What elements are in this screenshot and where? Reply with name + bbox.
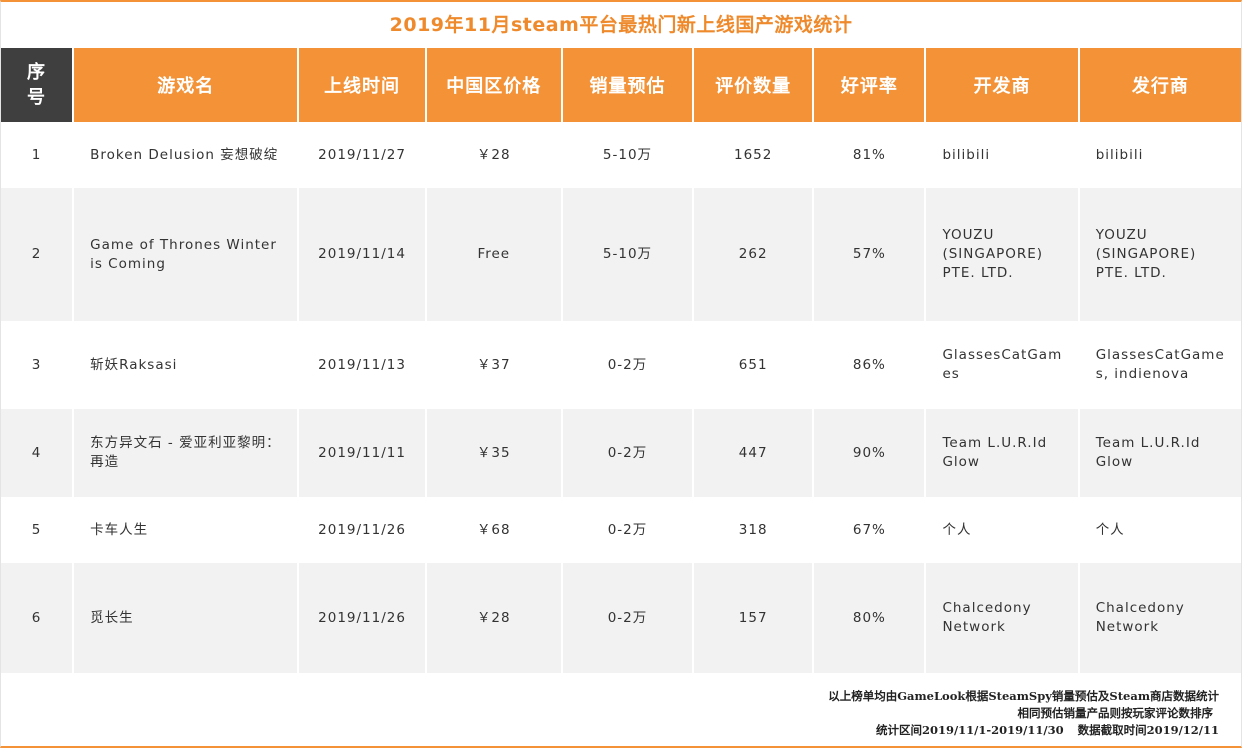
- cell-rank: 1: [1, 122, 73, 188]
- footer-period: 统计区间2019/11/1-2019/11/30: [875, 723, 1064, 737]
- column-header-name[interactable]: 游戏名: [74, 48, 298, 122]
- column-header-publisher[interactable]: 发行商: [1079, 48, 1241, 122]
- cell-price: ￥37: [426, 321, 561, 409]
- column-header-sales[interactable]: 销量预估: [562, 48, 693, 122]
- table-header-row: 序号 游戏名 上线时间 中国区价格 销量预估 评价数量 好评率 开发商 发行商: [1, 48, 1241, 122]
- cell-game-name: 卡车人生: [74, 497, 298, 563]
- table-row: 5 卡车人生 2019/11/26 ￥68 0-2万 318 67% 个人 个人: [1, 497, 1241, 563]
- column-header-reviews[interactable]: 评价数量: [694, 48, 813, 122]
- cell-developer: GlassesCatGames: [926, 321, 1078, 409]
- games-table: 序号 游戏名 上线时间 中国区价格 销量预估 评价数量 好评率 开发商 发行商 …: [0, 48, 1242, 673]
- cell-rating: 80%: [814, 563, 925, 673]
- cell-game-name: 斩妖Raksasi: [74, 321, 298, 409]
- page-title: 2019年11月steam平台最热门新上线国产游戏统计: [389, 14, 853, 36]
- cell-release-date: 2019/11/11: [299, 409, 425, 497]
- cell-sales-estimate: 0-2万: [562, 321, 693, 409]
- cell-review-count: 1652: [694, 122, 813, 188]
- cell-release-date: 2019/11/26: [299, 497, 425, 563]
- cell-sales-estimate: 0-2万: [562, 409, 693, 497]
- cell-price: ￥68: [426, 497, 561, 563]
- cell-sales-estimate: 0-2万: [562, 563, 693, 673]
- cell-publisher: 个人: [1079, 497, 1241, 563]
- cell-sales-estimate: 5-10万: [562, 122, 693, 188]
- cell-game-name: Broken Delusion 妄想破绽: [74, 122, 298, 188]
- cell-release-date: 2019/11/13: [299, 321, 425, 409]
- data-source-note: 以上榜单均由GameLook根据SteamSpy销量预估及Steam商店数据统计…: [828, 688, 1219, 739]
- cell-developer: Team L.U.R.Id Glow: [926, 409, 1078, 497]
- column-header-developer[interactable]: 开发商: [926, 48, 1078, 122]
- cell-sales-estimate: 0-2万: [562, 497, 693, 563]
- cell-publisher: YOUZU (SINGAPORE) PTE. LTD.: [1079, 188, 1241, 321]
- cell-rank: 6: [1, 563, 73, 673]
- cell-rating: 67%: [814, 497, 925, 563]
- cell-rank: 3: [1, 321, 73, 409]
- cell-price: ￥28: [426, 563, 561, 673]
- cell-rating: 86%: [814, 321, 925, 409]
- column-header-date[interactable]: 上线时间: [299, 48, 425, 122]
- table-row: 2 Game of Thrones Winter is Coming 2019/…: [1, 188, 1241, 321]
- footer-source-line: 以上榜单均由GameLook根据SteamSpy销量预估及Steam商店数据统计: [828, 689, 1219, 703]
- footer-sort-line: 相同预估销量产品则按玩家评论数排序: [1017, 706, 1214, 720]
- cell-release-date: 2019/11/26: [299, 563, 425, 673]
- cell-rating: 90%: [814, 409, 925, 497]
- cell-game-name: 觅长生: [74, 563, 298, 673]
- footer-capture-time: 数据截取时间2019/12/11: [1077, 723, 1219, 737]
- cell-review-count: 651: [694, 321, 813, 409]
- cell-rank: 2: [1, 188, 73, 321]
- cell-game-name: 东方异文石 - 爱亚利亚黎明：再造: [74, 409, 298, 497]
- cell-publisher: GlassesCatGames, indienova: [1079, 321, 1241, 409]
- table-row: 6 觅长生 2019/11/26 ￥28 0-2万 157 80% Chalce…: [1, 563, 1241, 673]
- cell-publisher: bilibili: [1079, 122, 1241, 188]
- cell-release-date: 2019/11/14: [299, 188, 425, 321]
- footer-date-line: 统计区间2019/11/1-2019/11/30 数据截取时间2019/12/11: [828, 722, 1219, 739]
- cell-publisher: Team L.U.R.Id Glow: [1079, 409, 1241, 497]
- cell-price: ￥28: [426, 122, 561, 188]
- cell-review-count: 447: [694, 409, 813, 497]
- cell-rank: 5: [1, 497, 73, 563]
- cell-game-name: Game of Thrones Winter is Coming: [74, 188, 298, 321]
- cell-review-count: 318: [694, 497, 813, 563]
- cell-release-date: 2019/11/27: [299, 122, 425, 188]
- cell-rating: 81%: [814, 122, 925, 188]
- cell-publisher: Chalcedony Network: [1079, 563, 1241, 673]
- column-header-price[interactable]: 中国区价格: [426, 48, 561, 122]
- table-row: 4 东方异文石 - 爱亚利亚黎明：再造 2019/11/11 ￥35 0-2万 …: [1, 409, 1241, 497]
- table-row: 1 Broken Delusion 妄想破绽 2019/11/27 ￥28 5-…: [1, 122, 1241, 188]
- cell-sales-estimate: 5-10万: [562, 188, 693, 321]
- column-header-rank[interactable]: 序号: [1, 48, 73, 122]
- cell-rank: 4: [1, 409, 73, 497]
- table-row: 3 斩妖Raksasi 2019/11/13 ￥37 0-2万 651 86% …: [1, 321, 1241, 409]
- cell-developer: YOUZU (SINGAPORE) PTE. LTD.: [926, 188, 1078, 321]
- cell-rating: 57%: [814, 188, 925, 321]
- cell-review-count: 262: [694, 188, 813, 321]
- column-header-rating[interactable]: 好评率: [814, 48, 925, 122]
- cell-developer: bilibili: [926, 122, 1078, 188]
- cell-developer: 个人: [926, 497, 1078, 563]
- cell-price: Free: [426, 188, 561, 321]
- cell-review-count: 157: [694, 563, 813, 673]
- cell-price: ￥35: [426, 409, 561, 497]
- cell-developer: Chalcedony Network: [926, 563, 1078, 673]
